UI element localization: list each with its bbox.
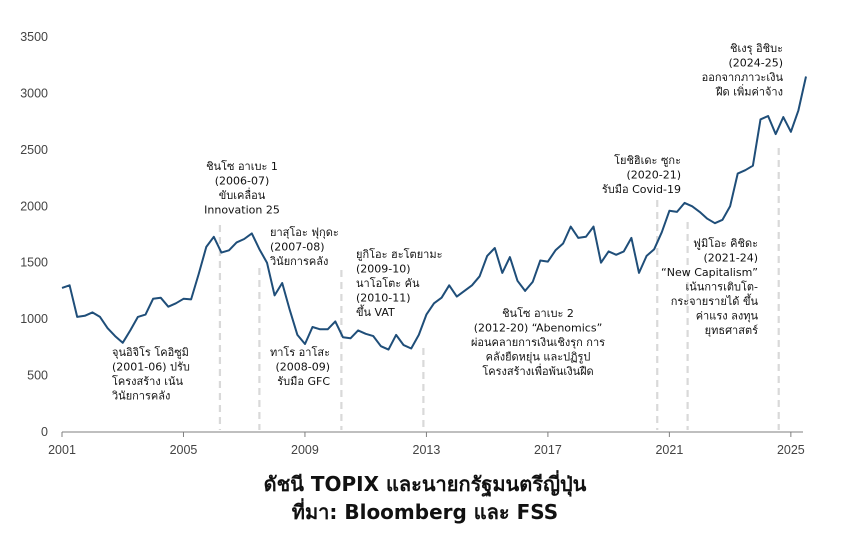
annotation-line: Innovation 25 (204, 204, 280, 217)
annotation-line: ยุทธศาสตร์ (705, 324, 758, 337)
annotation-line: ผ่อนคลายการเงินเชิงรุก การ (471, 336, 605, 349)
x-tick-label: 2021 (655, 443, 683, 457)
annotation-line: (2001-06) ปรับ (112, 361, 190, 374)
annotation-line: ออกจากภาวะเงิน (702, 71, 784, 84)
pm-annotation: ชิเงรุ อิชิบะ (2024-25)ออกจากภาวะเงินฝืด … (702, 42, 784, 99)
annotation-line: (2006-07) (215, 175, 270, 188)
annotation-line: ค่าแรง ลงทุน (696, 310, 759, 323)
annotation-line: โครงสร้างเพื่อพ้นเงินฝืด (482, 363, 593, 378)
annotation-line: (2007-08) (270, 241, 325, 254)
y-tick-label: 3500 (20, 30, 48, 44)
pm-annotation: ฟูมิโอะ คิชิดะ (2021-24)“New Capitalism”เ… (661, 236, 758, 337)
pm-term-markers (218, 148, 780, 430)
y-tick-label: 2500 (20, 143, 48, 157)
pm-annotation: ชินโซ อาเบะ 2 (2012-20) “Abenomics”ผ่อนคล… (471, 306, 605, 378)
y-tick-label: 2000 (20, 199, 48, 213)
annotation-line: ยูกิโอะ ฮะโตยามะ (356, 247, 442, 261)
annotation-line: วินัยการคลัง (269, 255, 328, 268)
annotation-line: “New Capitalism” (661, 266, 758, 279)
x-tick-label: 2013 (413, 443, 441, 457)
pm-annotation: โยชิฮิเดะ ซูกะ (2020-21)รับมือ Covid-19 (602, 153, 681, 196)
annotation-line: รับมือ Covid-19 (602, 183, 681, 196)
pm-annotation: ทาโร อาโสะ (2008-09)รับมือ GFC (270, 345, 330, 388)
annotation-line: กระจายรายได้ ขึ้น (671, 293, 759, 308)
y-tick-label: 500 (27, 369, 48, 383)
y-tick-label: 1000 (20, 312, 48, 326)
annotation-line: ขับเคลื่อน (219, 187, 266, 202)
annotation-line: วินัยการคลัง (111, 390, 170, 403)
annotation-line: (2012-20) “Abenomics” (474, 322, 603, 335)
pm-annotation: ชินโซ อาเบะ 1 (2006-07)ขับเคลื่อน Innovati… (204, 159, 280, 217)
topix-series (61, 76, 807, 351)
y-axis: 0 500 1000 1500 2000 2500 3000 3500 (20, 30, 48, 439)
x-tick-label: 2005 (170, 443, 198, 457)
annotation-line: โครงสร้าง เน้น (112, 374, 183, 388)
annotation-line: (2020-21) (626, 169, 681, 182)
y-tick-label: 3000 (20, 86, 48, 100)
annotation-line: ฟูมิโอะ คิชิดะ (693, 236, 758, 250)
chart-source: ที่มา: Bloomberg และ FSS (291, 500, 559, 524)
y-tick-label: 1500 (20, 256, 48, 270)
annotation-line: ชิเงรุ อิชิบะ (730, 42, 783, 55)
chart-title: ดัชนี TOPIX และนายกรัฐมนตรีญี่ปุ่น (263, 472, 587, 496)
annotation-line: (2024-25) (728, 57, 783, 70)
x-axis: 2001 2005 2009 2013 2017 2021 2025 (48, 431, 805, 457)
y-tick-label: 0 (41, 425, 48, 439)
pm-annotations: จุนอิจิโร โคอิซูมิ(2001-06) ปรับโครงสร้า… (111, 42, 783, 403)
annotation-line: ชินโซ อาเบะ 2 (502, 306, 574, 320)
pm-annotation: จุนอิจิโร โคอิซูมิ (2001-06) ปรับโครงสร้า… (111, 345, 190, 403)
annotation-line: จุนอิจิโร โคอิซูมิ (112, 345, 189, 359)
topix-line (61, 76, 807, 351)
annotation-line: ขึ้น VAT (356, 304, 395, 319)
annotation-line: (2021-24) (703, 252, 758, 265)
annotation-line: ทาโร อาโสะ (270, 345, 330, 359)
annotation-line: ยาสุโอะ ฟุกุดะ (270, 225, 339, 239)
annotation-line: นาโอโตะ คัน (356, 276, 420, 290)
pm-annotation: ยูกิโอะ ฮะโตยามะ (2009-10)นาโอโตะ คัน (201… (356, 247, 442, 319)
annotation-line: ฝืด เพิ่มค่าจ้าง (715, 84, 783, 99)
annotation-line: (2010-11) (356, 292, 411, 305)
annotation-line: ชินโซ อาเบะ 1 (206, 159, 278, 173)
x-tick-label: 2025 (777, 443, 805, 457)
x-tick-label: 2009 (291, 443, 319, 457)
x-tick-label: 2017 (534, 443, 562, 457)
annotation-line: รับมือ GFC (277, 375, 330, 388)
annotation-line: (2009-10) (356, 263, 411, 276)
pm-annotation: ยาสุโอะ ฟุกุดะ (2007-08)วินัยการคลัง (269, 225, 339, 268)
x-tick-label: 2001 (48, 443, 76, 457)
annotation-line: โยชิฮิเดะ ซูกะ (614, 153, 681, 167)
annotation-line: (2008-09) (275, 361, 330, 374)
annotation-line: คลังยืดหยุ่น และปฏิรูป (486, 351, 591, 364)
annotation-line: เน้นการเติบโต- (686, 280, 758, 294)
